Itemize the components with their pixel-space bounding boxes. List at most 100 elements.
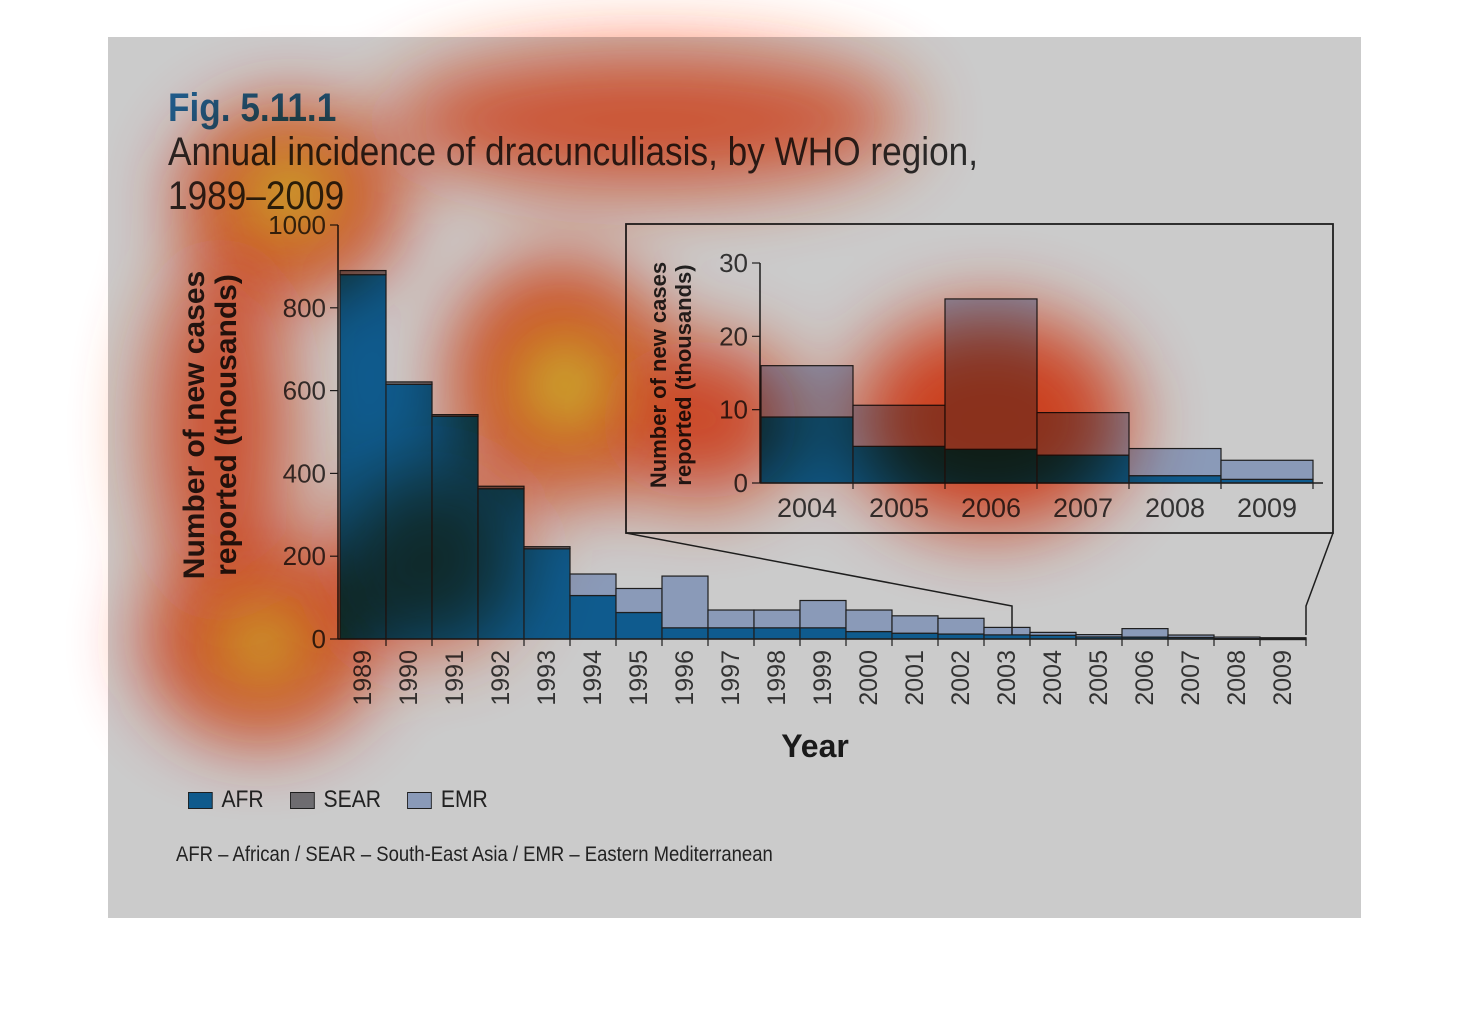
inset-x-tick-label-2004: 2004: [777, 493, 837, 523]
x-tick-label-1999: 1999: [809, 650, 837, 706]
inset-bar-afr-2004: [760, 416, 854, 484]
inset-bar-afr-2008: [1128, 475, 1222, 484]
x-tick-label-2006: 2006: [1131, 650, 1159, 706]
x-tick-label-2001: 2001: [901, 650, 929, 706]
bar-afr-1993: [523, 548, 571, 640]
legend-swatch-afr: [188, 791, 213, 809]
y-tick-label-800: 800: [283, 293, 326, 323]
bar-afr-1992: [477, 488, 525, 640]
inset-x-tick-label-2007: 2007: [1053, 493, 1113, 523]
x-tick-label-1989: 1989: [349, 650, 377, 706]
bar-sear-1989: [339, 269, 387, 276]
x-tick-label-2008: 2008: [1223, 650, 1251, 706]
inset-bar-afr-2005: [852, 445, 946, 484]
y-axis-title: Number of new cases reported (thousands): [178, 271, 243, 579]
y-axis-title-line2: reported (thousands): [210, 274, 243, 576]
inset-x-tick-label-2005: 2005: [869, 493, 929, 523]
inset-bar-afr-2007: [1036, 454, 1130, 484]
bar-sear-1993: [523, 546, 571, 550]
bar-afr-1995: [615, 611, 663, 640]
x-tick-label-1996: 1996: [671, 650, 699, 706]
bar-emr-2000: [845, 609, 893, 633]
inset-y-tick-label-20: 20: [719, 321, 748, 351]
x-axis-title: Year: [781, 728, 849, 764]
bar-afr-1997: [707, 627, 755, 640]
x-tick-label-2000: 2000: [855, 650, 883, 706]
inset-y-tick-label-30: 30: [719, 248, 748, 278]
bar-sear-1991: [431, 414, 479, 417]
inset-y-axis-title-line1: Number of new cases: [646, 262, 671, 488]
inset-bar-emr-2008: [1128, 447, 1222, 477]
bar-afr-1989: [339, 274, 387, 640]
chart-legend: AFR SEAR EMR: [188, 786, 514, 814]
bar-afr-1991: [431, 415, 479, 640]
x-tick-label-2007: 2007: [1177, 650, 1205, 706]
bar-sear-1992: [477, 485, 525, 490]
footnote: AFR – African / SEAR – South-East Asia /…: [176, 843, 773, 866]
bar-emr-2006: [1121, 628, 1169, 638]
x-tick-label-1990: 1990: [395, 650, 423, 706]
bar-emr-2003: [983, 626, 1031, 636]
x-tick-label-2005: 2005: [1085, 650, 1113, 706]
y-tick-label-200: 200: [283, 541, 326, 571]
inset-y-axis-title-line2: reported (thousands): [671, 264, 696, 485]
bar-afr-1996: [661, 627, 709, 640]
inset-bar-emr-2007: [1036, 412, 1130, 456]
bar-afr-1990: [385, 383, 433, 640]
legend-item-sear: SEAR: [290, 786, 381, 814]
bar-afr-1998: [753, 627, 801, 640]
bar-emr-1994: [569, 573, 617, 597]
bar-afr-1999: [799, 627, 847, 640]
bar-afr-2001: [891, 632, 939, 640]
y-tick-label-400: 400: [283, 458, 326, 488]
y-tick-label-0: 0: [312, 624, 326, 654]
inset-connector-left: [625, 532, 1013, 635]
legend-item-emr: EMR: [407, 786, 488, 814]
y-axis-title-line1: Number of new cases: [178, 271, 211, 579]
inset-bar-emr-2004: [760, 365, 854, 418]
bar-afr-2000: [845, 630, 893, 640]
bar-emr-2004: [1029, 631, 1077, 636]
bar-emr-1998: [753, 609, 801, 629]
inset-bar-emr-2006: [944, 298, 1038, 450]
legend-label-afr: AFR: [221, 786, 264, 813]
bar-afr-1994: [569, 594, 617, 640]
bar-emr-2005: [1075, 634, 1123, 638]
bar-emr-1995: [615, 587, 663, 614]
y-tick-label-600: 600: [283, 376, 326, 406]
x-tick-label-2002: 2002: [947, 650, 975, 706]
x-tick-label-1995: 1995: [625, 650, 653, 706]
legend-item-afr: AFR: [188, 786, 264, 814]
inset-x-tick-label-2006: 2006: [961, 493, 1021, 523]
bar-emr-1996: [661, 575, 709, 629]
bar-emr-1997: [707, 609, 755, 629]
x-tick-label-1998: 1998: [763, 650, 791, 706]
x-tick-label-2009: 2009: [1269, 650, 1297, 706]
bar-emr-2002: [937, 617, 985, 635]
legend-swatch-sear: [290, 791, 315, 809]
inset-x-tick-label-2008: 2008: [1145, 493, 1205, 523]
x-tick-label-2003: 2003: [993, 650, 1021, 706]
legend-label-emr: EMR: [440, 786, 488, 813]
inset-y-tick-label-10: 10: [719, 395, 748, 425]
inset-connector-right: [1305, 532, 1334, 635]
inset-y-axis-title: Number of new cases reported (thousands): [646, 262, 696, 488]
legend-label-sear: SEAR: [323, 786, 382, 813]
inset-bar-emr-2005: [852, 404, 946, 447]
x-tick-label-1993: 1993: [533, 650, 561, 706]
bar-emr-2001: [891, 615, 939, 634]
bar-sear-1990: [385, 381, 433, 385]
x-tick-label-2004: 2004: [1039, 650, 1067, 706]
inset-bar-emr-2009: [1220, 459, 1314, 480]
x-tick-label-1994: 1994: [579, 650, 607, 706]
inset-y-tick-label-0: 0: [734, 468, 748, 498]
bar-emr-2007: [1167, 634, 1215, 639]
inset-x-tick-label-2009: 2009: [1237, 493, 1297, 523]
x-tick-label-1992: 1992: [487, 650, 515, 706]
legend-swatch-emr: [407, 791, 433, 809]
bar-emr-1999: [799, 599, 847, 629]
y-tick-label-1000: 1000: [268, 210, 326, 240]
x-tick-label-1991: 1991: [441, 650, 469, 706]
x-tick-label-1997: 1997: [717, 650, 745, 706]
inset-bar-afr-2006: [944, 448, 1038, 484]
